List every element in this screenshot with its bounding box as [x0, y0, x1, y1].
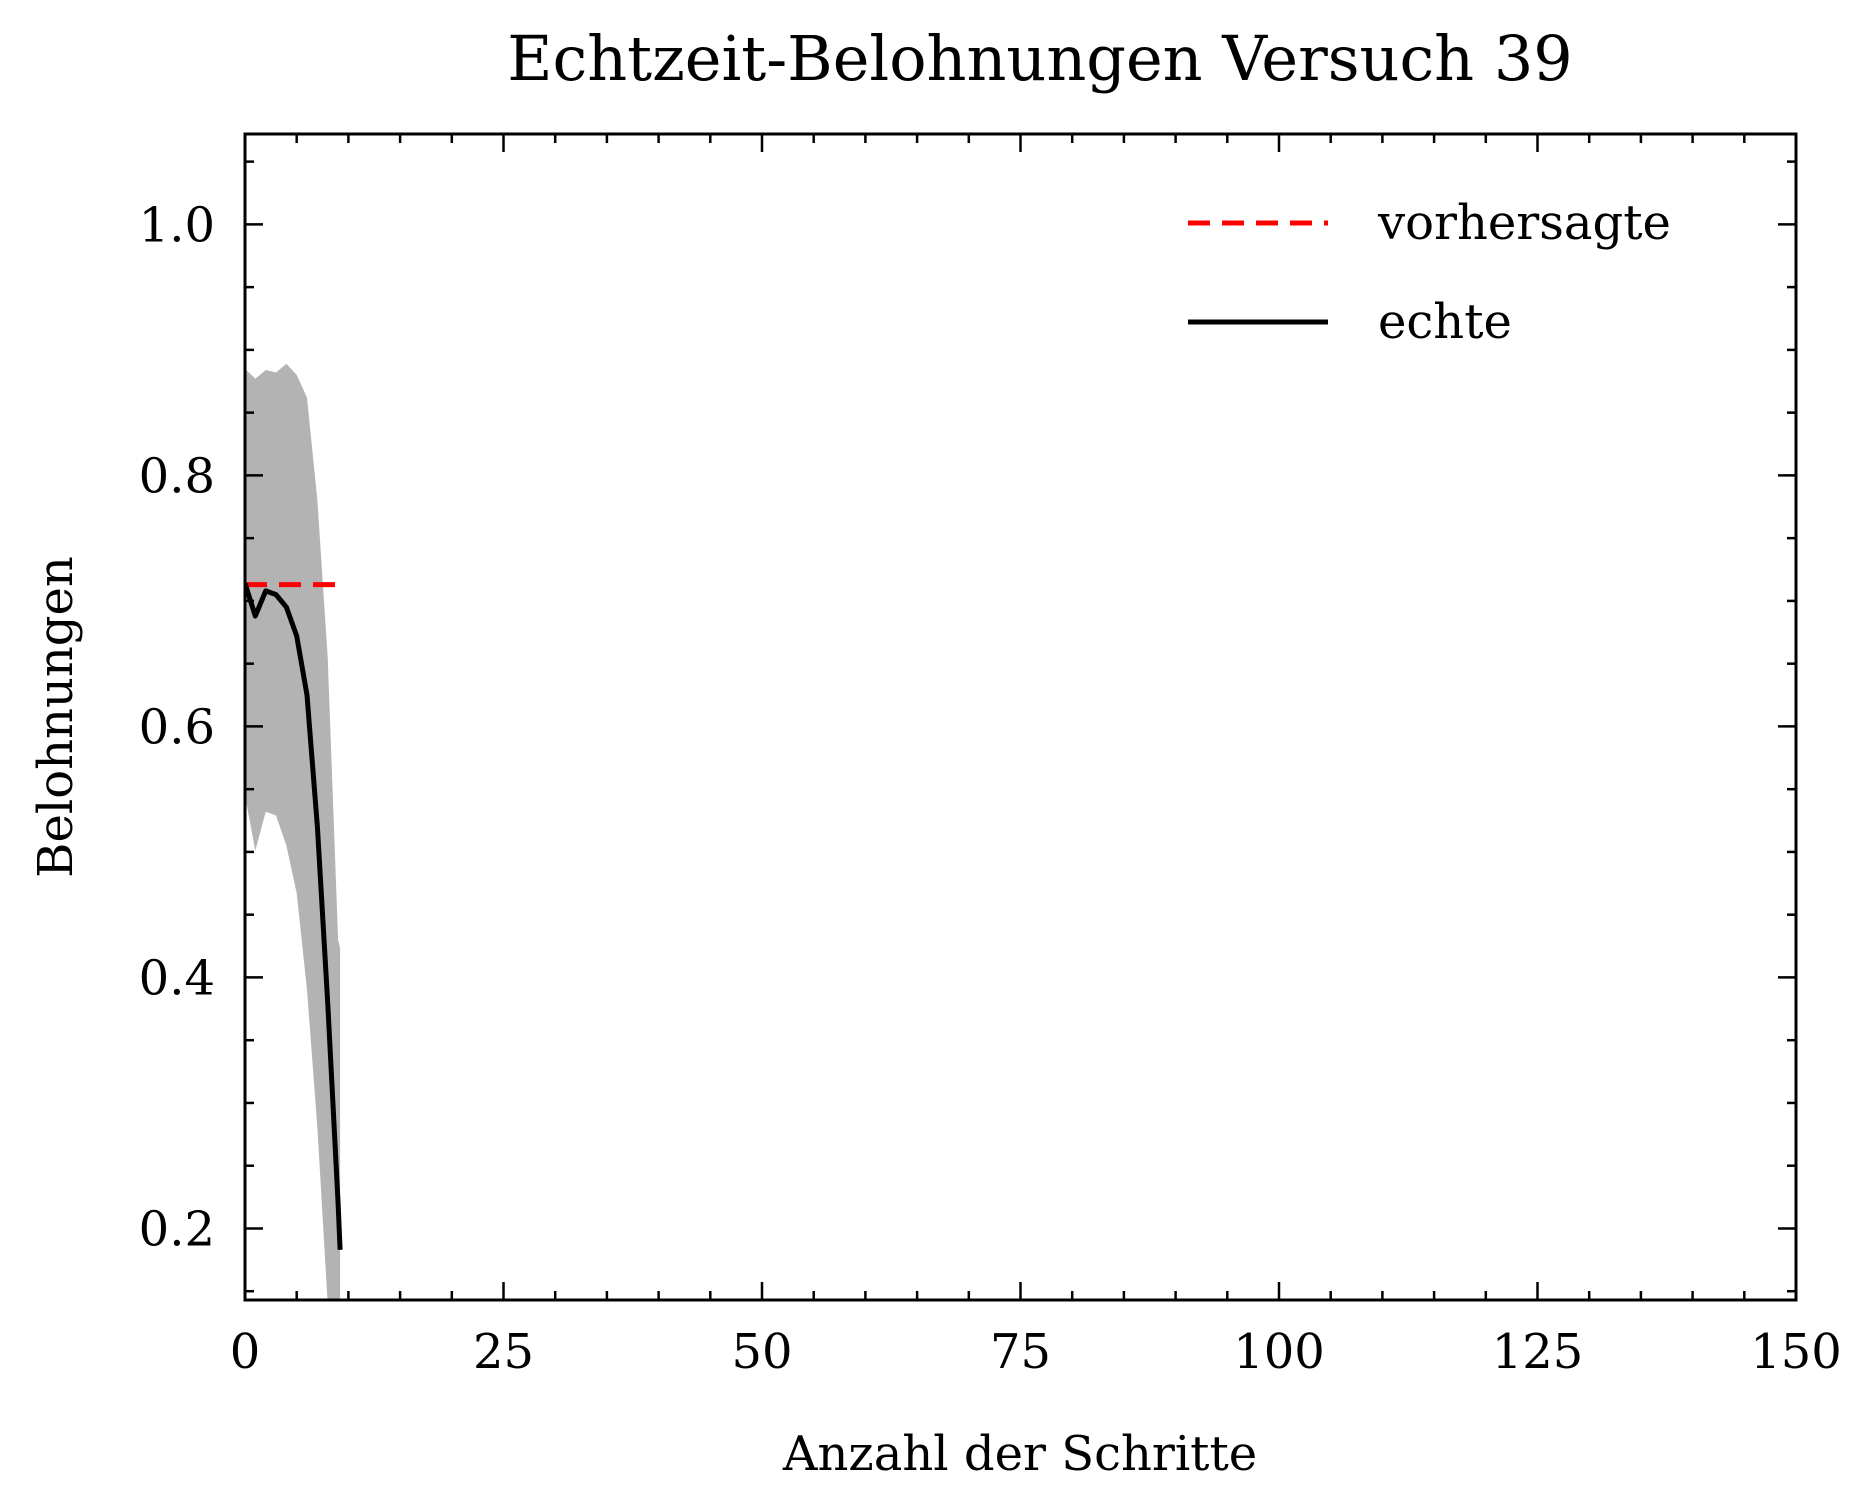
plot-frame	[243, 132, 1798, 1302]
x-axis-label: Anzahl der Schritte	[782, 1426, 1257, 1482]
x-ticks	[243, 134, 1798, 1300]
y-tick-label: 0.8	[139, 448, 215, 504]
x-tick-label: 150	[1750, 1324, 1842, 1380]
x-tick-label: 100	[1233, 1324, 1325, 1380]
band-layer	[245, 363, 341, 1300]
x-tick-label: 0	[230, 1324, 261, 1380]
x-tick-label: 50	[731, 1324, 792, 1380]
y-tick-label: 1.0	[139, 197, 215, 253]
series-layer	[245, 582, 343, 1250]
y-ticks	[245, 160, 1796, 1293]
x-tick-label: 125	[1492, 1324, 1584, 1380]
y-tick-label: 0.6	[139, 699, 215, 755]
legend: vorhersagte echte	[1188, 195, 1671, 350]
legend-label-vorhersagte: vorhersagte	[1377, 195, 1671, 251]
plot-area: 0 25 50 75 100 125 150 0.2 0.4 0.6 0.8 1.0	[139, 132, 1842, 1380]
legend-label-echte: echte	[1378, 294, 1512, 350]
y-axis-label: Belohnungen	[28, 556, 84, 878]
series-line-echte	[245, 582, 343, 1250]
x-tick-label: 75	[990, 1324, 1051, 1380]
confidence-band	[245, 363, 341, 1300]
chart-title: Echtzeit-Belohnungen Versuch 39	[507, 22, 1572, 95]
x-tick-labels: 0 25 50 75 100 125 150	[230, 1324, 1842, 1380]
y-tick-labels: 0.2 0.4 0.6 0.8 1.0	[139, 197, 215, 1257]
y-tick-label: 0.4	[139, 950, 215, 1006]
x-tick-label: 25	[473, 1324, 534, 1380]
y-tick-label: 0.2	[139, 1201, 215, 1257]
